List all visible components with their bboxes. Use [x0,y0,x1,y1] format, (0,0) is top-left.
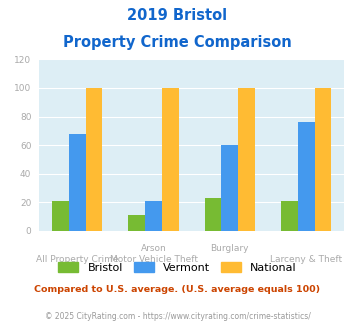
Bar [69,134,86,231]
Bar [298,122,315,231]
Legend: Bristol, Vermont, National: Bristol, Vermont, National [54,258,301,277]
Text: Burglary: Burglary [211,244,249,253]
Bar [52,201,69,231]
Bar [315,88,331,231]
Bar [162,88,179,231]
Text: Larceny & Theft: Larceny & Theft [270,255,342,264]
Bar [205,198,222,231]
Bar [129,215,145,231]
Bar [222,145,238,231]
Text: Motor Vehicle Theft: Motor Vehicle Theft [110,255,197,264]
Text: All Property Crime: All Property Crime [36,255,119,264]
Text: Arson: Arson [141,244,166,253]
Text: 2019 Bristol: 2019 Bristol [127,8,228,23]
Bar [145,201,162,231]
Text: Property Crime Comparison: Property Crime Comparison [63,35,292,50]
Text: © 2025 CityRating.com - https://www.cityrating.com/crime-statistics/: © 2025 CityRating.com - https://www.city… [45,312,310,321]
Bar [238,88,255,231]
Text: Compared to U.S. average. (U.S. average equals 100): Compared to U.S. average. (U.S. average … [34,285,321,294]
Bar [281,201,298,231]
Bar [86,88,102,231]
